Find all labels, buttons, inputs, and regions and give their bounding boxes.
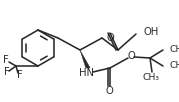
- Text: F: F: [4, 67, 10, 77]
- Text: HN: HN: [79, 68, 95, 78]
- Text: CH₃: CH₃: [142, 74, 159, 83]
- Text: CH₃: CH₃: [170, 62, 179, 70]
- Text: OH: OH: [143, 27, 158, 37]
- Text: O: O: [127, 51, 135, 61]
- Text: O: O: [105, 86, 113, 96]
- Text: F: F: [3, 55, 9, 65]
- Text: CH₃: CH₃: [170, 45, 179, 54]
- Polygon shape: [80, 50, 90, 68]
- Text: O: O: [106, 33, 114, 43]
- Text: F: F: [17, 70, 23, 80]
